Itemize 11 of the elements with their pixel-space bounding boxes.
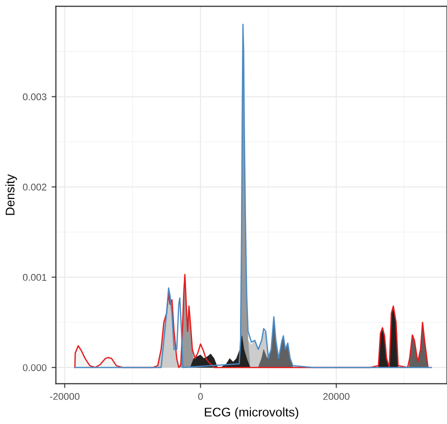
y-tick-label: 0.003 [22, 93, 46, 100]
line-series [74, 274, 429, 368]
x-tick-label: -20000 [50, 393, 80, 400]
y-axis-title: Density [5, 174, 17, 215]
y-tick-label: 0.002 [22, 184, 46, 191]
x-tick-label: 0 [198, 393, 203, 400]
y-tick-label: 0.000 [22, 364, 46, 372]
y-tick-label: 0.001 [22, 274, 46, 281]
x-tick-label: 20000 [323, 393, 350, 400]
x-axis-title: ECG (microvolts) [204, 407, 298, 420]
line-series [74, 24, 432, 368]
